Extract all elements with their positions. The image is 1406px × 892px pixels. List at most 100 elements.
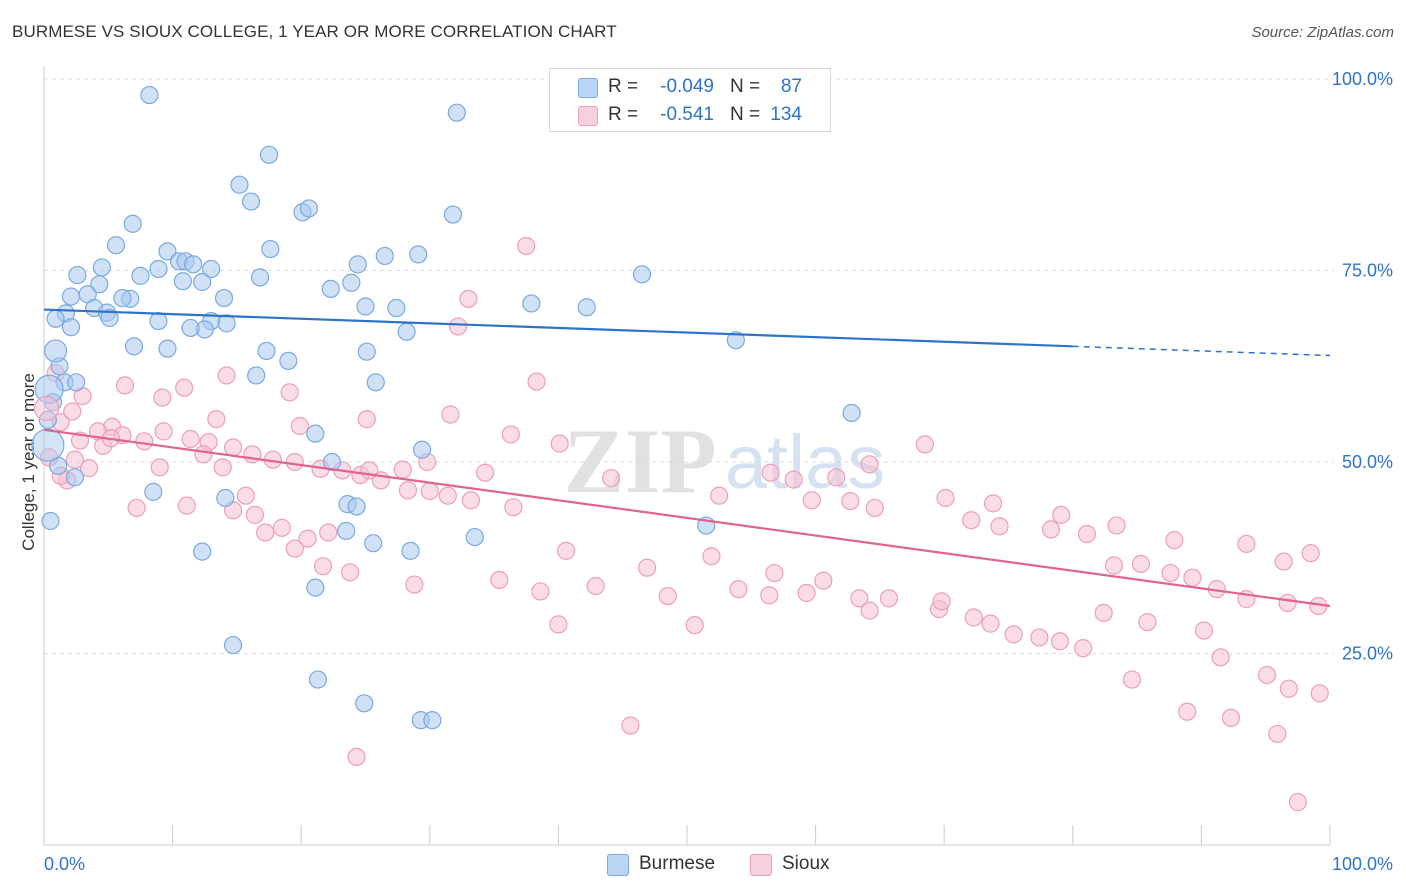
sioux-point (1278, 593, 1297, 613)
sioux-point (760, 586, 779, 605)
burmese-point (423, 711, 442, 730)
burmese-point (632, 265, 652, 284)
y-tick-label: 75.0% (1342, 261, 1393, 281)
sioux-point (319, 523, 338, 542)
sioux-point (1052, 505, 1071, 524)
sioux-point (936, 488, 955, 508)
sioux-point (280, 383, 299, 402)
legend-r-label: R = (608, 104, 639, 125)
sioux-point (256, 523, 275, 542)
sioux-point (557, 541, 576, 560)
legend-n-value: 87 (780, 76, 802, 97)
sioux-point (797, 583, 816, 603)
burmese-point (92, 258, 111, 277)
sioux-point (1030, 628, 1049, 647)
sioux-point (213, 458, 232, 477)
sioux-point (490, 570, 509, 590)
sioux-point (1050, 632, 1070, 651)
sioux-point (207, 410, 226, 429)
sioux-point (765, 563, 784, 583)
sioux-swatch (750, 854, 772, 876)
sioux-point (340, 563, 360, 582)
burmese-swatch (607, 854, 629, 876)
sioux-point (501, 425, 520, 444)
burmese-point (447, 103, 466, 122)
burmese-point (46, 309, 65, 328)
legend-r-value: -0.049 (660, 76, 714, 97)
sioux-point (850, 589, 869, 608)
burmese-point (299, 199, 319, 218)
sioux-point (784, 470, 803, 489)
watermark-zip: ZIP (563, 410, 716, 512)
sioux-point (964, 608, 983, 627)
burmese-point (357, 342, 376, 361)
legend-row-sioux: R = -0.541 N = 134 (550, 102, 830, 128)
burmese-point (465, 527, 484, 547)
source-label: Source: ZipAtlas.com (1251, 24, 1394, 41)
burmese-point (61, 287, 81, 306)
burmese-point (322, 452, 342, 472)
sioux-point (461, 491, 481, 510)
sioux-point (420, 482, 439, 501)
burmese-point (158, 339, 177, 358)
burmese-point (337, 521, 356, 541)
burmese-point (184, 255, 203, 274)
chart-title: BURMESE VS SIOUX COLLEGE, 1 YEAR OR MORE… (12, 22, 617, 41)
burmese-point (375, 246, 394, 266)
burmese-point (149, 311, 168, 331)
sioux-point (285, 539, 304, 558)
burmese-point (61, 318, 81, 337)
burmese-point (106, 236, 126, 255)
sioux-point (181, 429, 200, 449)
legend-row-burmese: R = -0.049 N = 87 (550, 74, 830, 100)
burmese-point (726, 331, 745, 350)
burmese-point (131, 266, 150, 285)
sioux-point (1094, 603, 1113, 623)
sioux-point (814, 571, 833, 590)
legend-n-label: N = (730, 104, 761, 125)
sioux-point (1131, 554, 1151, 573)
sioux-point (1004, 625, 1023, 644)
burmese-point (412, 440, 432, 459)
sioux-point (272, 518, 292, 537)
sioux-point (1077, 524, 1097, 544)
sioux-point (1161, 563, 1180, 583)
burmese-point (68, 265, 87, 285)
sioux-point (438, 486, 457, 505)
sioux-point (761, 463, 780, 482)
sioux-point (602, 468, 621, 488)
sioux-point (1257, 665, 1277, 685)
burmese-point (67, 373, 86, 392)
sioux-point (1178, 702, 1197, 721)
sioux-point (517, 236, 536, 256)
sioux-point (194, 445, 213, 464)
sioux-point (1279, 679, 1298, 698)
sioux-point (115, 376, 135, 395)
sioux-point (685, 616, 704, 635)
legend-r-label: R = (608, 76, 639, 97)
watermark-atlas: atlas (725, 420, 886, 505)
sioux-point (1274, 552, 1293, 571)
burmese-point (90, 275, 109, 294)
burmese-point (577, 298, 596, 317)
sioux-point (962, 511, 981, 530)
sioux-point (990, 517, 1009, 536)
sioux-swatch (578, 106, 598, 126)
sioux-point-large (33, 395, 60, 421)
x-tick-label: 100.0% (1332, 854, 1393, 874)
burmese-point (409, 245, 428, 264)
burmese-swatch (578, 78, 598, 98)
x-tick-label: 0.0% (44, 854, 85, 874)
burmese-point (279, 351, 298, 370)
sioux-point (1041, 520, 1061, 539)
burmese-point (397, 322, 416, 341)
sioux-point (285, 452, 304, 472)
sioux-legend-label: Sioux (782, 853, 830, 874)
burmese-point (306, 424, 325, 443)
burmese-point (173, 272, 192, 291)
burmese-point (193, 542, 212, 561)
burmese-point (250, 268, 270, 287)
sioux-point (177, 496, 196, 515)
burmese-point (113, 288, 132, 308)
burmese-point (364, 534, 383, 553)
